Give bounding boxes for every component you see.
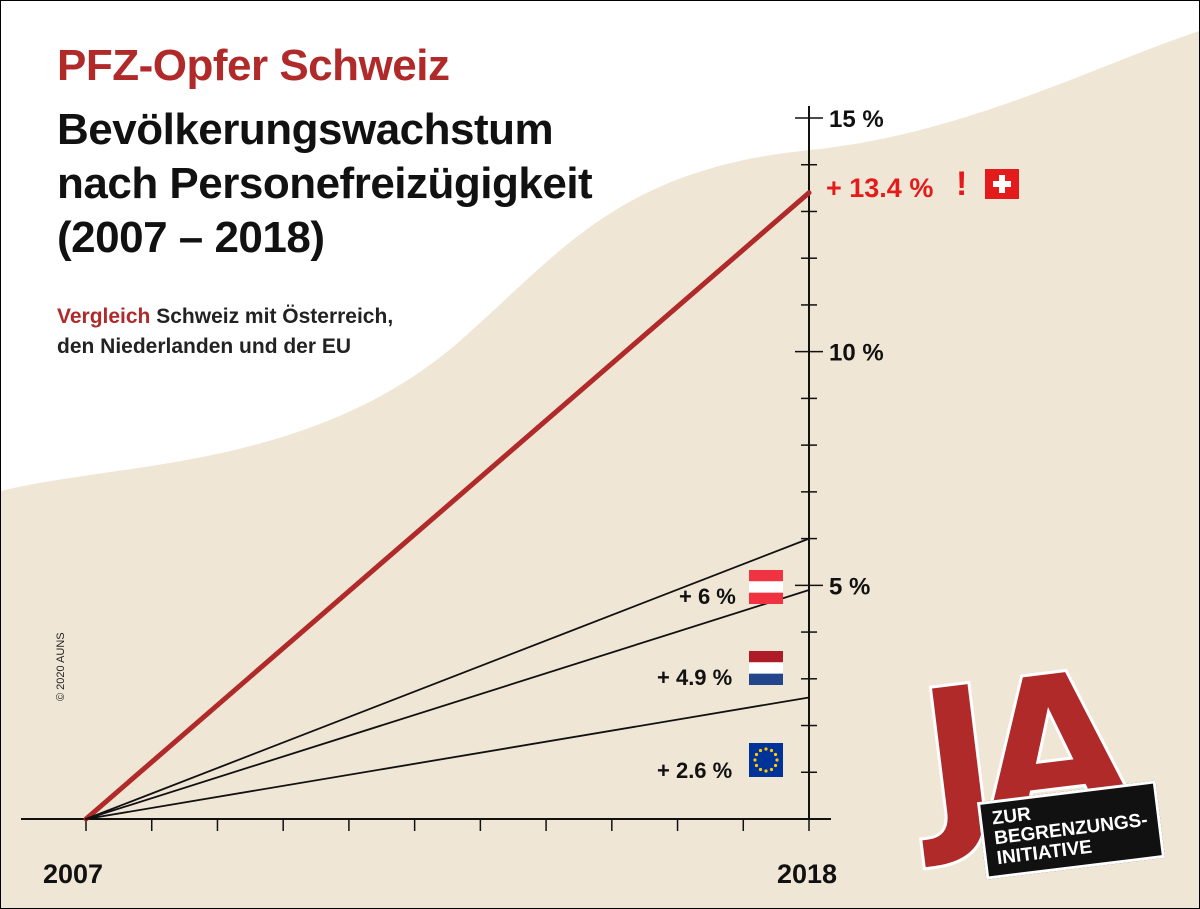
- series-label: + 6 %: [679, 584, 736, 609]
- y-tick-label: 10 %: [829, 340, 884, 367]
- x-tick-label: 2018: [777, 859, 837, 889]
- series-label: + 13.4 %: [826, 173, 933, 203]
- subtitle-line-2: den Niederlanden und der EU: [57, 335, 352, 358]
- series-line-ch: [83, 190, 812, 822]
- eu-star: [769, 748, 774, 753]
- subtitle-rest-1: Schweiz mit Österreich,: [156, 305, 394, 328]
- nl-stripe-bottom: [749, 673, 783, 685]
- series-label: + 4.9 %: [657, 665, 732, 690]
- y-tick-label: 15 %: [829, 106, 884, 133]
- at-stripe-bottom: [749, 592, 783, 604]
- at-stripe-mid: [749, 581, 783, 593]
- ch-cross-v: [999, 175, 1005, 193]
- eu-star: [758, 767, 763, 772]
- x-tick-label: 2007: [43, 859, 103, 889]
- eu-star: [773, 763, 778, 768]
- exclamation-mark: !: [956, 165, 967, 203]
- series-line-at: [85, 537, 810, 820]
- y-tick-label: 5 %: [829, 573, 870, 600]
- series-label: + 2.6 %: [657, 758, 732, 783]
- at-flag-icon: [749, 570, 783, 604]
- eu-star: [758, 748, 763, 753]
- eu-star: [753, 758, 757, 762]
- series-line-nl: [85, 589, 810, 820]
- subtitle-line-1: Vergleich Schweiz mit Österreich,: [57, 305, 393, 329]
- series-line-eu: [85, 696, 810, 820]
- eu-star: [775, 758, 779, 762]
- nl-stripe-mid: [749, 662, 783, 674]
- title-line-2: nach Personefreizügigkeit: [57, 159, 593, 208]
- eu-star: [773, 752, 778, 757]
- eu-star: [754, 752, 759, 757]
- eu-star: [764, 747, 768, 751]
- title-line-3: (2007 – 2018): [57, 213, 325, 262]
- eu-star: [764, 769, 768, 773]
- beige-wave-band: [1, 31, 1199, 908]
- eu-star: [754, 763, 759, 768]
- title-line-1: Bevölkerungswachstum: [57, 105, 554, 154]
- subtitle-highlight: Vergleich: [57, 305, 151, 328]
- ch-flag-icon: [985, 169, 1019, 199]
- eu-flag-icon: [749, 743, 783, 777]
- at-stripe-top: [749, 570, 783, 582]
- nl-flag-icon: [749, 651, 783, 685]
- eu-star: [769, 767, 774, 772]
- nl-stripe-top: [749, 651, 783, 663]
- title-red: PFZ-Opfer Schweiz: [57, 41, 450, 90]
